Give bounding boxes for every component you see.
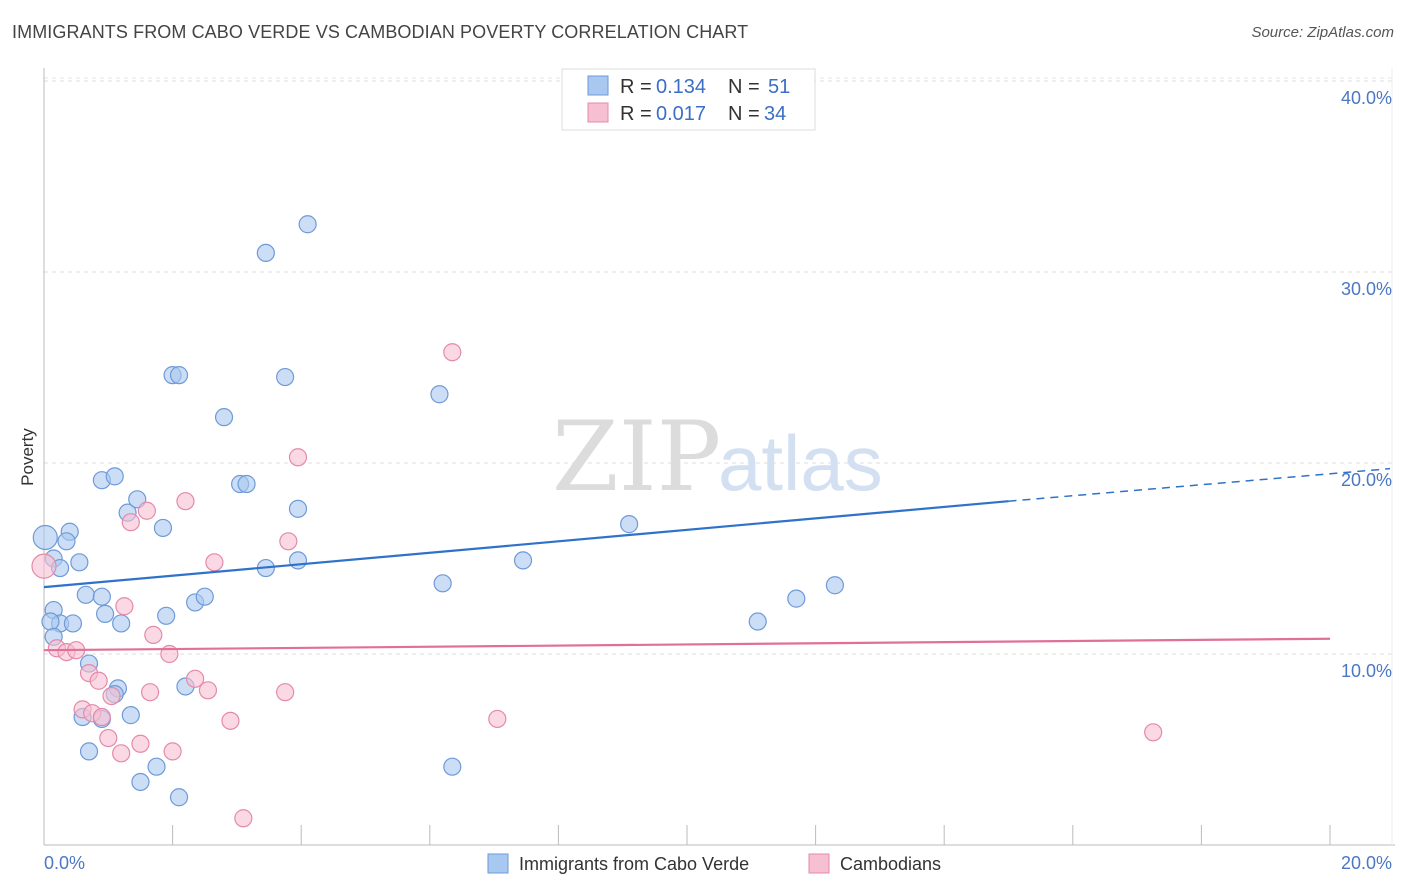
cabo-verde-point — [513, 551, 533, 570]
cambodians-point — [121, 513, 140, 532]
watermark-zip: ZIP — [552, 401, 721, 513]
cambodians-point — [31, 553, 57, 579]
cambodians-point — [198, 681, 218, 700]
cabo-verde-point — [95, 604, 115, 623]
series-legend-swatch-cabo-verde — [487, 853, 509, 874]
data-points — [31, 215, 1163, 828]
cabo-verde-point — [92, 587, 111, 606]
cambodians-point — [443, 343, 462, 362]
cambodians-point — [163, 742, 182, 761]
cabo-verde-point — [41, 612, 60, 631]
grid-lines — [44, 77, 1395, 655]
cabo-verde-point — [32, 524, 58, 551]
x-tick-label-min: 0.0% — [44, 853, 85, 873]
cabo-verde-trend-line — [43, 500, 1009, 589]
cambodians-point — [186, 669, 205, 688]
cabo-verde-point — [256, 243, 275, 262]
cabo-verde-point — [147, 757, 166, 776]
cabo-verde-point — [105, 467, 124, 486]
cabo-verde-point — [288, 551, 308, 570]
trend-lines — [43, 467, 1391, 652]
cambodians-point — [488, 709, 507, 729]
cabo-verde-point — [298, 215, 317, 234]
axes — [43, 68, 1395, 846]
series-legend: Immigrants from Cabo Verde Cambodians — [487, 853, 941, 874]
cambodians-point — [140, 683, 160, 702]
cambodians-point — [1144, 723, 1163, 742]
cambodians-point — [99, 728, 118, 748]
cambodians-point — [102, 686, 121, 706]
cambodians-point — [221, 711, 240, 730]
y-axis-label: Poverty — [18, 428, 37, 486]
cabo-verde-point — [276, 367, 295, 387]
y-tick-label-30: 30.0% — [1341, 279, 1392, 299]
legend-swatch-cambodians — [587, 102, 609, 123]
cabo-verde-point — [195, 587, 214, 606]
legend-swatch-cabo-verde — [587, 75, 609, 96]
cambodians-point — [115, 597, 134, 616]
series-legend-label-cambodians: Cambodians — [840, 854, 941, 874]
legend-n-label-cambodians: N = — [728, 103, 760, 125]
cambodians-point — [279, 532, 298, 551]
cabo-verde-point — [430, 385, 449, 404]
cambodians-point — [234, 809, 253, 828]
legend-r-value-cambodians: 0.017 — [656, 103, 706, 125]
cambodians-point — [144, 625, 163, 645]
cabo-verde-point — [169, 788, 189, 807]
cabo-verde-point — [70, 553, 89, 572]
cabo-verde-point — [112, 614, 131, 633]
cabo-verde-point — [169, 366, 189, 385]
cambodians-point — [288, 448, 308, 467]
legend-r-label-cabo-verde: R = — [620, 76, 652, 98]
legend-n-label-cabo-verde: N = — [728, 76, 760, 98]
cabo-verde-point — [825, 576, 844, 595]
cabo-verde-point — [620, 515, 639, 534]
cabo-verde-point — [237, 474, 256, 494]
cabo-verde-point — [787, 589, 806, 608]
y-tick-label-20: 20.0% — [1341, 470, 1392, 490]
cabo-verde-point — [288, 499, 308, 518]
cabo-verde-point — [748, 612, 767, 631]
legend-n-value-cabo-verde: 51 — [768, 76, 790, 98]
cabo-verde-trend-extension — [1008, 467, 1391, 502]
legend-r-label-cambodians: R = — [620, 103, 652, 125]
cabo-verde-point — [57, 532, 76, 551]
cambodians-point — [176, 492, 195, 511]
cabo-verde-point — [214, 408, 234, 427]
legend-r-value-cabo-verde: 0.134 — [656, 76, 706, 98]
cabo-verde-point — [157, 606, 176, 625]
watermark-atlas: atlas — [718, 419, 883, 507]
y-tick-label-40: 40.0% — [1341, 88, 1392, 108]
y-tick-label-10: 10.0% — [1341, 661, 1392, 681]
x-tick-label-max: 20.0% — [1341, 853, 1392, 873]
cambodians-point — [89, 671, 108, 690]
cambodians-trend-line — [43, 637, 1331, 652]
chart-title: IMMIGRANTS FROM CABO VERDE VS CAMBODIAN … — [12, 22, 749, 42]
cambodians-point — [276, 683, 295, 702]
cambodians-point — [112, 744, 131, 763]
series-legend-label-cabo-verde: Immigrants from Cabo Verde — [519, 854, 749, 874]
cabo-verde-point — [121, 706, 140, 725]
series-legend-swatch-cambodians — [808, 853, 830, 874]
cambodians-point — [131, 734, 150, 753]
cabo-verde-point — [79, 742, 99, 761]
cabo-verde-point — [433, 574, 452, 593]
cabo-verde-point — [153, 518, 173, 538]
cabo-verde-point — [131, 772, 150, 792]
cambodians-point — [205, 553, 224, 572]
cabo-verde-point — [443, 757, 462, 776]
cabo-verde-point — [63, 614, 83, 633]
stats-legend: R = 0.134 N = 51 R = 0.017 N = 34 — [561, 68, 816, 131]
chart-source: Source: ZipAtlas.com — [1251, 24, 1394, 41]
legend-n-value-cambodians: 34 — [764, 103, 786, 125]
cambodians-point — [137, 501, 156, 520]
cambodians-point — [92, 707, 111, 727]
cabo-verde-point — [76, 585, 95, 604]
